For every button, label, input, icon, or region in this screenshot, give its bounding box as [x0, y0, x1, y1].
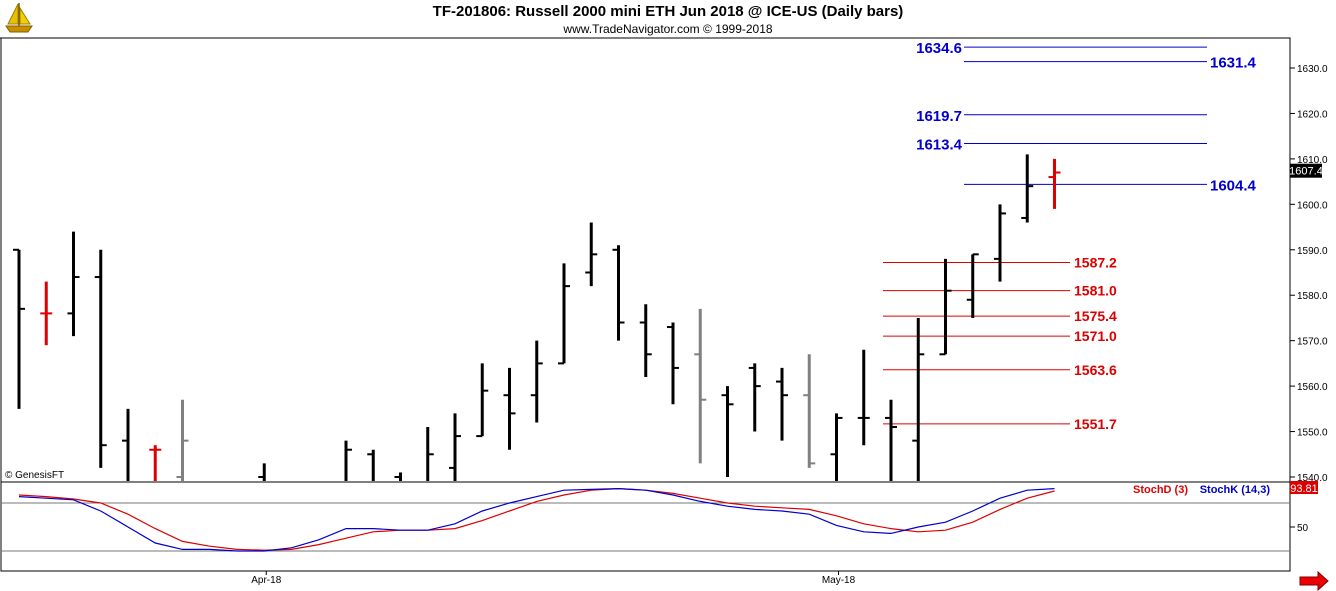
price-bar	[503, 367, 516, 450]
price-bar	[776, 367, 788, 441]
chart-header: TF-201806: Russell 2000 mini ETH Jun 201…	[0, 0, 1336, 38]
y-tick-label: 1590.0	[1297, 246, 1328, 257]
stoch-last-value: 93.81	[1290, 483, 1318, 495]
price-bar	[966, 253, 979, 318]
price-bar	[394, 472, 402, 481]
price-bar	[612, 245, 625, 341]
price-bar	[426, 427, 434, 481]
y-tick-label: 1610.0	[1297, 155, 1328, 166]
y-tick-label: 1620.0	[1297, 109, 1328, 120]
price-bar	[558, 263, 570, 365]
y-tick-label: 1580.0	[1297, 291, 1328, 302]
price-bar	[367, 449, 375, 481]
price-bar	[694, 308, 707, 464]
stoch-last-badge: 93.81	[1290, 481, 1318, 495]
price-bar	[585, 222, 598, 287]
price-bar	[885, 399, 897, 481]
support-level-label: 1563.6	[1074, 362, 1117, 378]
price-levels: 1634.6 1631.4 1619.7 1613.4 1604.4 1587.2 1581…	[883, 40, 1257, 432]
x-tick-label: May-18	[822, 575, 856, 586]
ohlc-bars	[13, 154, 1061, 481]
price-bar	[639, 304, 652, 378]
date-axis: Apr-18 May-18	[251, 571, 856, 586]
y-tick-label: 1570.0	[1297, 337, 1328, 348]
chart-title: TF-201806: Russell 2000 mini ETH Jun 201…	[432, 3, 904, 20]
price-bar	[176, 399, 189, 481]
price-bar	[122, 408, 130, 481]
last-price-badge: 1607.4	[1289, 163, 1323, 178]
price-bar	[939, 258, 952, 356]
stochastic-indicator: 50	[1, 487, 1309, 552]
last-price-label: 1607.4	[1289, 166, 1323, 178]
price-bar	[721, 386, 734, 477]
price-bar	[449, 413, 461, 481]
y-tick-label: 1550.0	[1297, 428, 1328, 439]
price-bar	[344, 440, 352, 481]
stoch-k-line	[18, 487, 1055, 552]
resistance-level-label: 1634.6	[916, 40, 962, 57]
price-bar	[476, 363, 489, 438]
support-level-label: 1581.0	[1074, 283, 1117, 299]
price-bar	[830, 413, 843, 481]
resistance-level-label: 1604.4	[1210, 177, 1257, 194]
stoch-d-legend: StochD (3)	[1133, 484, 1188, 496]
price-bar	[149, 445, 162, 481]
y-tick-label: 1630.0	[1297, 64, 1328, 75]
resistance-level-label: 1613.4	[916, 136, 963, 153]
support-level-label: 1571.0	[1074, 328, 1117, 344]
price-bar	[40, 281, 53, 346]
price-bar	[94, 249, 107, 468]
price-bar	[994, 204, 1006, 282]
resistance-level-label: 1619.7	[916, 108, 962, 125]
price-bar	[803, 354, 816, 468]
indicator-panel[interactable]	[0, 481, 1291, 572]
price-axis: 1540.0 1550.0 1560.0 1570.0 1580.0 1590.0 1600…	[1290, 64, 1328, 484]
y-tick-label: 1600.0	[1297, 200, 1328, 211]
stoch-d-line	[18, 487, 1055, 551]
watermark-text: © GenesisFT	[5, 470, 64, 481]
price-bar	[1048, 158, 1061, 209]
price-bar	[667, 322, 679, 405]
stoch-tick-label: 50	[1297, 523, 1309, 534]
price-bar	[530, 340, 543, 423]
price-bar	[1021, 154, 1034, 223]
stoch-k-legend: StochK (14,3)	[1200, 484, 1271, 496]
support-level-label: 1551.7	[1074, 416, 1117, 432]
support-level-label: 1587.2	[1074, 255, 1117, 271]
x-tick-label: Apr-18	[251, 575, 281, 586]
price-bar	[13, 248, 25, 409]
y-tick-label: 1540.0	[1297, 473, 1328, 484]
y-tick-label: 1560.0	[1297, 382, 1328, 393]
support-level-label: 1575.4	[1074, 308, 1117, 324]
price-bar	[258, 463, 266, 481]
price-bar	[67, 231, 80, 337]
chart-subtitle: www.TradeNavigator.com © 1999-2018	[563, 22, 773, 36]
price-bar	[912, 317, 925, 481]
sailboat-logo-icon	[5, 3, 33, 33]
price-bar	[857, 349, 870, 446]
resistance-level-label: 1631.4	[1210, 55, 1257, 72]
scroll-right-arrow-icon[interactable]	[1299, 570, 1329, 591]
price-bar	[748, 363, 761, 432]
